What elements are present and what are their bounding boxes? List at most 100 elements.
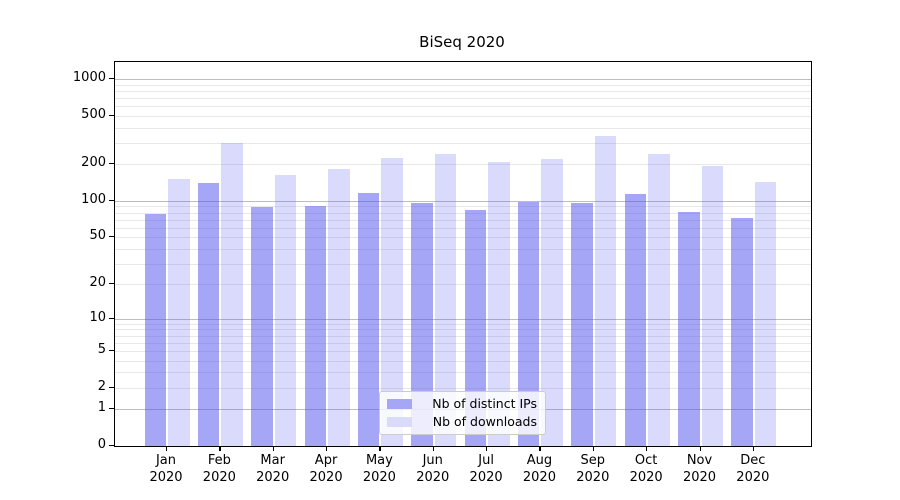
bar-downloads-dec [754, 181, 777, 446]
x-axis-tick-label: Aug 2020 [522, 453, 556, 485]
x-axis-tick-label: Jun 2020 [416, 453, 450, 485]
x-axis-tick-label: Feb 2020 [202, 453, 236, 485]
gridline-minor [115, 90, 811, 92]
x-axis-tick-label: Apr 2020 [309, 453, 343, 485]
bar-distinct-ips-may [357, 193, 380, 446]
x-axis-tick-label: Oct 2020 [629, 453, 663, 485]
legend-swatch-downloads [387, 417, 412, 427]
bar-downloads-sep [594, 136, 617, 446]
x-axis-tick [272, 446, 274, 451]
bar-distinct-ips-nov [678, 211, 700, 446]
y-axis-tick [109, 236, 114, 238]
bar-downloads-jun [434, 153, 457, 446]
y-axis-tick [109, 163, 114, 165]
bar-downloads-oct [648, 154, 670, 446]
x-axis-tick-label: May 2020 [362, 453, 396, 485]
y-axis-tick-label: 100 [81, 191, 106, 207]
bar-distinct-ips-feb [197, 183, 220, 446]
gridline-minor [115, 263, 811, 265]
gridline-minor [115, 142, 811, 144]
bar-distinct-ips-apr [304, 205, 327, 446]
y-axis-tick-label: 20 [89, 275, 106, 291]
x-axis-tick-label: Dec 2020 [736, 453, 770, 485]
y-axis-tick [109, 317, 114, 319]
bar-downloads-jul [488, 161, 510, 446]
x-axis-tick [592, 446, 594, 451]
gridline-minor [115, 227, 811, 229]
gridline-minor [115, 219, 811, 221]
gridline-minor [115, 237, 811, 239]
x-axis-tick-label: Mar 2020 [256, 453, 290, 485]
bar-distinct-ips-jan [144, 213, 166, 446]
x-axis-tick [752, 446, 755, 451]
legend: Nb of distinct IPs Nb of downloads [379, 391, 546, 435]
legend-swatch-distinct-ips [387, 399, 412, 409]
gridline-minor [115, 350, 811, 352]
gridline-minor [115, 97, 811, 99]
gridline-minor [115, 127, 811, 129]
bar-distinct-ips-sep [571, 202, 593, 446]
bar-distinct-ips-aug [517, 202, 540, 446]
x-axis-tick [539, 446, 541, 451]
x-axis-tick [379, 446, 381, 451]
plot-area [114, 61, 812, 447]
gridline-minor [115, 387, 811, 389]
x-axis-tick [699, 446, 701, 451]
y-axis-tick-label: 50 [89, 228, 106, 244]
bar-distinct-ips-jul [464, 210, 487, 446]
y-axis-tick [109, 114, 114, 116]
bar-downloads-may [381, 158, 403, 446]
y-axis-tick-label: 500 [81, 106, 106, 122]
x-axis-tick-label: Jan 2020 [149, 453, 183, 485]
bar-distinct-ips-mar [251, 206, 273, 446]
x-axis-tick [326, 446, 328, 451]
y-axis-tick-label: 10 [89, 309, 106, 325]
x-axis-tick [646, 446, 648, 451]
gridline-major [115, 318, 811, 320]
chart-title: BiSeq 2020 [419, 33, 505, 51]
gridline-minor [115, 106, 811, 108]
legend-label-downloads: Nb of downloads [432, 414, 537, 429]
gridline-minor [115, 323, 811, 325]
x-axis-tick-label: Nov 2020 [682, 453, 717, 485]
bar-downloads-feb [221, 142, 243, 446]
y-axis-tick [109, 445, 114, 447]
bar-distinct-ips-dec [731, 218, 753, 446]
x-axis-tick [166, 446, 168, 451]
y-axis-tick-label: 5 [97, 341, 106, 357]
bar-downloads-nov [701, 165, 723, 446]
bar-downloads-mar [274, 175, 297, 446]
x-axis-tick [486, 446, 488, 451]
gridline-minor [115, 164, 811, 166]
gridline-minor [115, 115, 811, 117]
legend-item-distinct-ips: Nb of distinct IPs [387, 397, 537, 411]
bar-downloads-apr [328, 169, 350, 446]
y-axis-tick-label: 1000 [72, 70, 106, 85]
bar-downloads-jan [168, 178, 190, 446]
gridline-minor [115, 206, 811, 208]
gridline-major [115, 79, 811, 80]
y-axis-tick-label: 2 [97, 378, 106, 394]
gridline-minor [115, 84, 811, 86]
bar-distinct-ips-jun [411, 202, 433, 446]
gridline-minor [115, 342, 811, 344]
y-axis-tick-label: 0 [97, 437, 106, 452]
y-axis-tick [109, 386, 114, 388]
gridline-minor [115, 335, 811, 337]
y-axis-tick-label: 1 [97, 400, 106, 416]
y-axis-tick [109, 283, 114, 285]
gridline-minor [115, 284, 811, 286]
legend-label-distinct-ips: Nb of distinct IPs [432, 396, 537, 411]
bar-distinct-ips-oct [624, 194, 647, 446]
y-axis-tick [109, 408, 114, 410]
x-axis-tick-label: Jul 2020 [469, 453, 503, 485]
y-axis-tick [109, 78, 114, 80]
gridline-minor [115, 360, 811, 362]
bar-downloads-aug [541, 158, 563, 446]
y-axis-tick [109, 349, 114, 351]
gridline-minor [115, 329, 811, 331]
x-axis-tick [432, 446, 434, 451]
x-axis-tick-label: Sep 2020 [576, 453, 610, 485]
x-axis-tick [219, 446, 221, 451]
